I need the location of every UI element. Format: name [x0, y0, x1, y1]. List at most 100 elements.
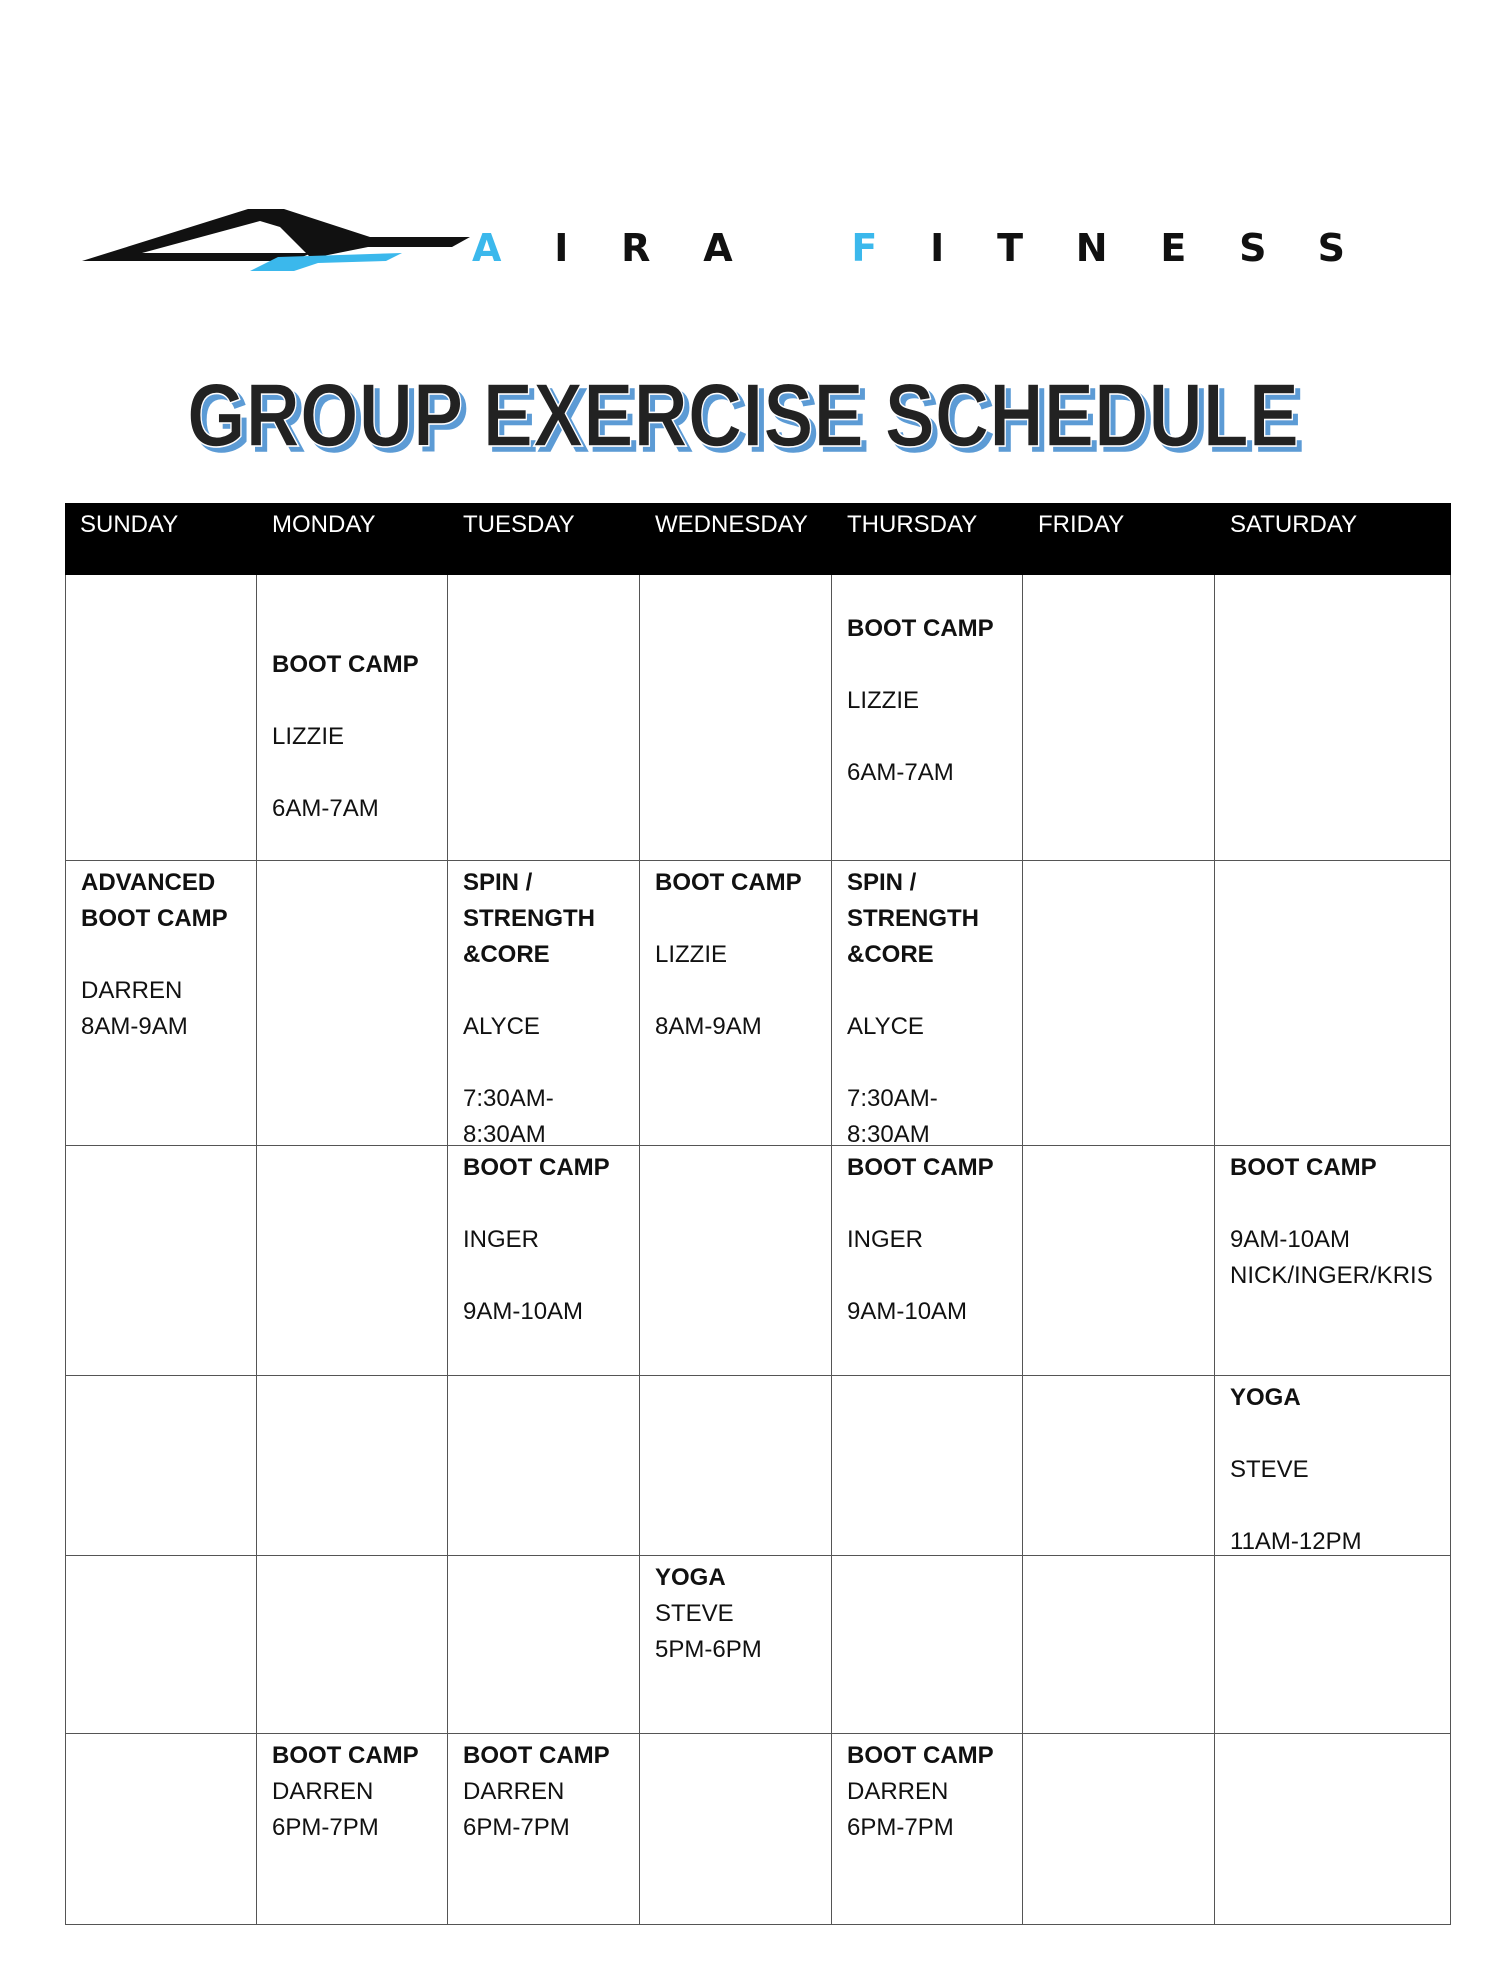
class-detail: 9AM-10AM — [463, 1298, 584, 1325]
schedule-cell-wednesday: BOOT CAMP LIZZIE 8AM-9AM — [640, 861, 832, 1146]
logo-text: A IRA F ITNESS — [472, 226, 1345, 270]
class-detail: DARREN — [847, 1778, 949, 1805]
class-detail: INGER — [847, 1226, 924, 1253]
class-name: SPIN / — [463, 869, 533, 896]
class-detail: 9AM-10AM — [847, 1298, 968, 1325]
class-detail: 5PM-6PM — [655, 1636, 762, 1663]
class-detail: 8AM-9AM — [81, 1013, 188, 1040]
day-header-sunday: SUNDAY — [80, 511, 179, 538]
day-header-thursday: THURSDAY — [847, 511, 978, 538]
class-detail: ALYCE — [463, 1013, 540, 1040]
schedule-header: SUNDAY MONDAY TUESDAY WEDNESDAY THURSDAY FRID… — [65, 503, 1451, 575]
class-name: SPIN / — [847, 869, 917, 896]
class-name: STRENGTH — [463, 905, 595, 932]
schedule-cell-tuesday — [448, 1376, 640, 1556]
schedule-cell-wednesday — [640, 1146, 832, 1376]
schedule-cell-monday — [257, 1556, 448, 1734]
schedule-cell-tuesday: BOOT CAMP DARREN 6PM-7PM — [448, 1734, 640, 1925]
class-detail: DARREN — [81, 977, 183, 1004]
class-detail: 11AM-12PM — [1230, 1528, 1362, 1555]
schedule-cell-friday — [1023, 861, 1215, 1146]
schedule-cell-monday: BOOT CAMP DARREN 6PM-7PM — [257, 1734, 448, 1925]
class-name: BOOT CAMP — [655, 869, 802, 896]
class-name: YOGA — [655, 1564, 726, 1591]
schedule-cell-saturday — [1215, 575, 1451, 861]
class-name: YOGA — [1230, 1384, 1301, 1411]
schedule-cell-tuesday — [448, 1556, 640, 1734]
class-detail: LIZZIE — [272, 723, 345, 750]
schedule-cell-monday — [257, 1146, 448, 1376]
schedule-cell-saturday: BOOT CAMP 9AM-10AM NICK/INGER/KRIS — [1215, 1146, 1451, 1376]
class-detail: DARREN — [272, 1778, 374, 1805]
schedule-cell-friday — [1023, 1734, 1215, 1925]
logo-swoosh-black — [82, 209, 470, 261]
schedule-cell-saturday — [1215, 1556, 1451, 1734]
class-name: BOOT CAMP — [847, 1742, 994, 1769]
page-title-text: GROUP EXERCISE SCHEDULE — [187, 366, 1299, 465]
class-detail: 7:30AM- — [847, 1085, 938, 1112]
logo-swoosh-blue — [250, 253, 402, 271]
class-detail: 6PM-7PM — [272, 1814, 379, 1841]
class-detail: ALYCE — [847, 1013, 924, 1040]
aira-fitness-logo: A IRA F ITNESS — [82, 209, 1345, 271]
class-name: BOOT CAMP — [847, 1154, 994, 1181]
class-name: BOOT CAMP — [1230, 1154, 1377, 1181]
schedule-cell-friday — [1023, 575, 1215, 861]
class-detail: STEVE — [1230, 1456, 1309, 1483]
class-detail: 6AM-7AM — [272, 795, 379, 822]
schedule-cell-saturday — [1215, 861, 1451, 1146]
class-detail: 8:30AM — [847, 1121, 930, 1148]
class-name: BOOT CAMP — [81, 905, 228, 932]
schedule-cell-tuesday: BOOT CAMP INGER 9AM-10AM — [448, 1146, 640, 1376]
class-name: BOOT CAMP — [272, 1742, 419, 1769]
class-detail: INGER — [463, 1226, 540, 1253]
class-detail: 8AM-9AM — [655, 1013, 762, 1040]
schedule-cell-sunday — [65, 575, 257, 861]
class-detail: 6PM-7PM — [463, 1814, 570, 1841]
schedule-cell-thursday: SPIN / STRENGTH &CORE ALYCE 7:30AM- 8:30AM — [832, 861, 1023, 1148]
schedule-cell-sunday: ADVANCED BOOT CAMP DARREN 8AM-9AM — [65, 861, 257, 1146]
schedule-cell-thursday: BOOT CAMP DARREN 6PM-7PM — [832, 1734, 1023, 1925]
class-name: &CORE — [463, 941, 550, 968]
schedule-cell-friday — [1023, 1146, 1215, 1376]
schedule-cell-thursday — [832, 1556, 1023, 1734]
schedule-cell-thursday: BOOT CAMP INGER 9AM-10AM — [832, 1146, 1023, 1376]
class-detail: 6AM-7AM — [847, 759, 954, 786]
class-detail: 6PM-7PM — [847, 1814, 954, 1841]
schedule-cell-sunday — [65, 1734, 257, 1925]
day-header-friday: FRIDAY — [1038, 511, 1125, 538]
class-detail: STEVE — [655, 1600, 734, 1627]
class-detail: DARREN — [463, 1778, 565, 1805]
schedule-cell-wednesday: YOGA STEVE 5PM-6PM — [640, 1556, 832, 1734]
class-detail: 7:30AM- — [463, 1085, 554, 1112]
class-name: BOOT CAMP — [272, 651, 419, 678]
schedule-cell-saturday: YOGA STEVE 11AM-12PM — [1215, 1376, 1451, 1556]
schedule-cell-wednesday — [640, 575, 832, 861]
day-header-wednesday: WEDNESDAY — [655, 511, 808, 538]
schedule-cell-sunday — [65, 1376, 257, 1556]
schedule-cell-saturday — [1215, 1734, 1451, 1925]
schedule-cell-sunday — [65, 1146, 257, 1376]
class-name: &CORE — [847, 941, 934, 968]
class-name: STRENGTH — [847, 905, 979, 932]
class-name: BOOT CAMP — [463, 1154, 610, 1181]
class-detail: LIZZIE — [847, 687, 920, 714]
class-detail: NICK/INGER/KRIS — [1230, 1262, 1433, 1289]
class-detail: 8:30AM — [463, 1121, 546, 1148]
class-name: ADVANCED — [81, 869, 216, 896]
class-name: BOOT CAMP — [463, 1742, 610, 1769]
schedule-cell-monday — [257, 1376, 448, 1556]
schedule-cell-thursday: BOOT CAMP LIZZIE 6AM-7AM — [832, 575, 1023, 861]
schedule-cell-friday — [1023, 1556, 1215, 1734]
schedule-cell-thursday — [832, 1376, 1023, 1556]
schedule-cell-wednesday — [640, 1734, 832, 1925]
schedule-cell-friday — [1023, 1376, 1215, 1556]
schedule-cell-tuesday — [448, 575, 640, 861]
day-header-monday: MONDAY — [272, 511, 376, 538]
schedule-cell-monday — [257, 861, 448, 1146]
day-header-saturday: SATURDAY — [1230, 511, 1358, 538]
class-name: BOOT CAMP — [847, 615, 994, 642]
schedule-cell-monday: BOOT CAMP LIZZIE 6AM-7AM — [257, 575, 448, 861]
day-header-tuesday: TUESDAY — [463, 511, 575, 538]
class-detail: 9AM-10AM — [1230, 1226, 1351, 1253]
